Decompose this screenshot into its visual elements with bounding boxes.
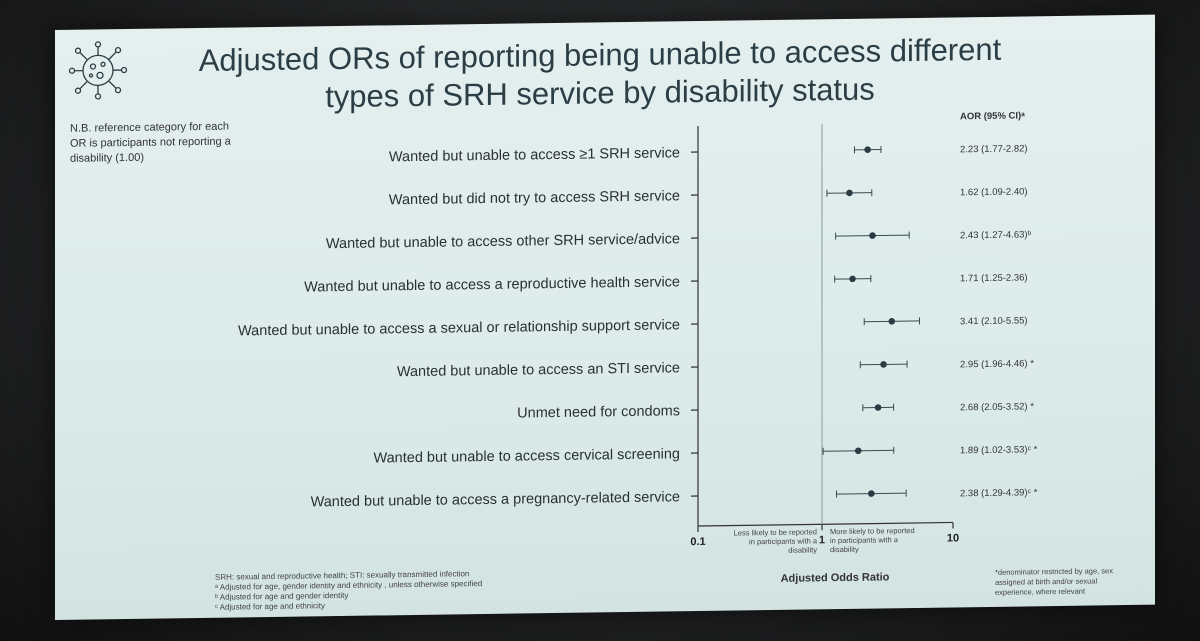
x-axis-title: Adjusted Odds Ratio [780, 571, 890, 585]
aor-point [854, 447, 862, 455]
forest-plot: AOR (95% CI)ᵃ Wanted but unable to access… [238, 110, 1038, 555]
aor-column-header: AOR (95% CI)ᵃ [960, 110, 1025, 122]
x-tick-label: 0.1 [690, 536, 705, 548]
more-likely-annotation: More likely to be reportedin participant… [830, 526, 915, 554]
row-label: Wanted but unable to access a reproducti… [304, 274, 680, 295]
aor-value: 2.23 (1.77-2.82) [960, 143, 1028, 155]
aor-value: 2.43 (1.27-4.63)ᵇ [960, 229, 1032, 241]
row-label: Unmet need for condoms [517, 403, 680, 421]
x-tick-label: 1 [819, 534, 825, 546]
aor-value: 3.41 (2.10-5.55) [960, 315, 1028, 327]
virus-icon [68, 41, 128, 100]
aor-point [846, 189, 853, 197]
row-label: Wanted but unable to access other SRH se… [326, 231, 680, 252]
row-label: Wanted but unable to access a pregnancy-… [311, 489, 680, 510]
aor-value: 2.68 (2.05-3.52) * [960, 401, 1034, 413]
row-label: Wanted but unable to access ≥1 SRH servi… [389, 145, 680, 165]
row-label: Wanted but did not try to access SRH ser… [389, 188, 680, 208]
aor-value: 1.62 (1.09-2.40) [960, 186, 1028, 198]
aor-value: 1.71 (1.25-2.36) [960, 272, 1028, 284]
aor-point [869, 232, 876, 239]
aor-point [888, 318, 896, 325]
row-label: Wanted but unable to access cervical scr… [373, 446, 680, 466]
presentation-slide: Adjusted ORs of reporting being unable t… [55, 14, 1155, 621]
aor-point [874, 404, 882, 411]
less-likely-annotation: Less likely to be reportedin participant… [734, 527, 818, 555]
aor-point [849, 275, 856, 283]
denominator-note: *denominator restricted by age, sex assi… [995, 566, 1113, 597]
aor-point [864, 146, 871, 153]
row-label: Wanted but unable to access a sexual or … [238, 317, 680, 339]
aor-point [880, 361, 887, 368]
x-axis-line [698, 521, 953, 527]
aor-point [868, 490, 875, 497]
aor-value: 2.95 (1.96-4.46) * [960, 358, 1034, 370]
aor-value: 2.38 (1.29-4.39)ᶜ * [960, 487, 1038, 499]
x-tick-label: 10 [947, 532, 959, 544]
footnotes: SRH: sexual and reproductive health; STI… [215, 568, 535, 612]
aor-value: 1.89 (1.02-3.53)ᶜ * [960, 444, 1038, 456]
row-label: Wanted but unable to access an STI servi… [397, 360, 680, 380]
